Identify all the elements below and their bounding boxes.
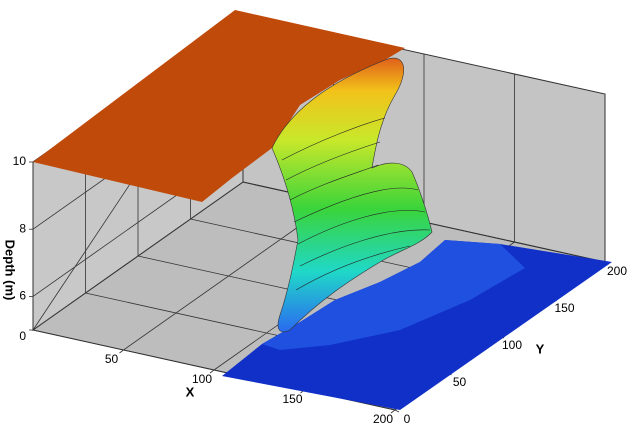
- x-tick-label: 50: [105, 352, 119, 366]
- x-tick-label: 200: [373, 412, 393, 426]
- x-tick-label: 100: [192, 372, 212, 386]
- y-tick: [394, 409, 400, 413]
- surface-low-edge: [262, 240, 525, 350]
- surface-breach: [271, 57, 433, 333]
- x-axis-title: X: [186, 384, 195, 399]
- z-tick-label: 6: [19, 289, 26, 303]
- z-tick-label: 8: [19, 221, 26, 235]
- z-tick-label: 0: [19, 329, 26, 343]
- y-axis-title: Y: [536, 341, 545, 356]
- x-tick: [209, 369, 215, 374]
- x-tick: [119, 349, 124, 354]
- z-axis-title: Depth (m): [3, 240, 18, 301]
- surface: [33, 10, 612, 410]
- y-tick-label: 0: [404, 412, 411, 426]
- x-tick-label: 150: [282, 392, 302, 406]
- y-tick-label: 150: [554, 301, 574, 315]
- y-tick-label: 50: [453, 375, 467, 389]
- z-tick-label: 10: [13, 154, 27, 168]
- surface-high: [33, 10, 405, 202]
- y-tick-label: 100: [502, 338, 522, 352]
- surface-low: [222, 240, 612, 410]
- y-tick-label: 200: [607, 264, 627, 278]
- x-tick: [390, 409, 396, 414]
